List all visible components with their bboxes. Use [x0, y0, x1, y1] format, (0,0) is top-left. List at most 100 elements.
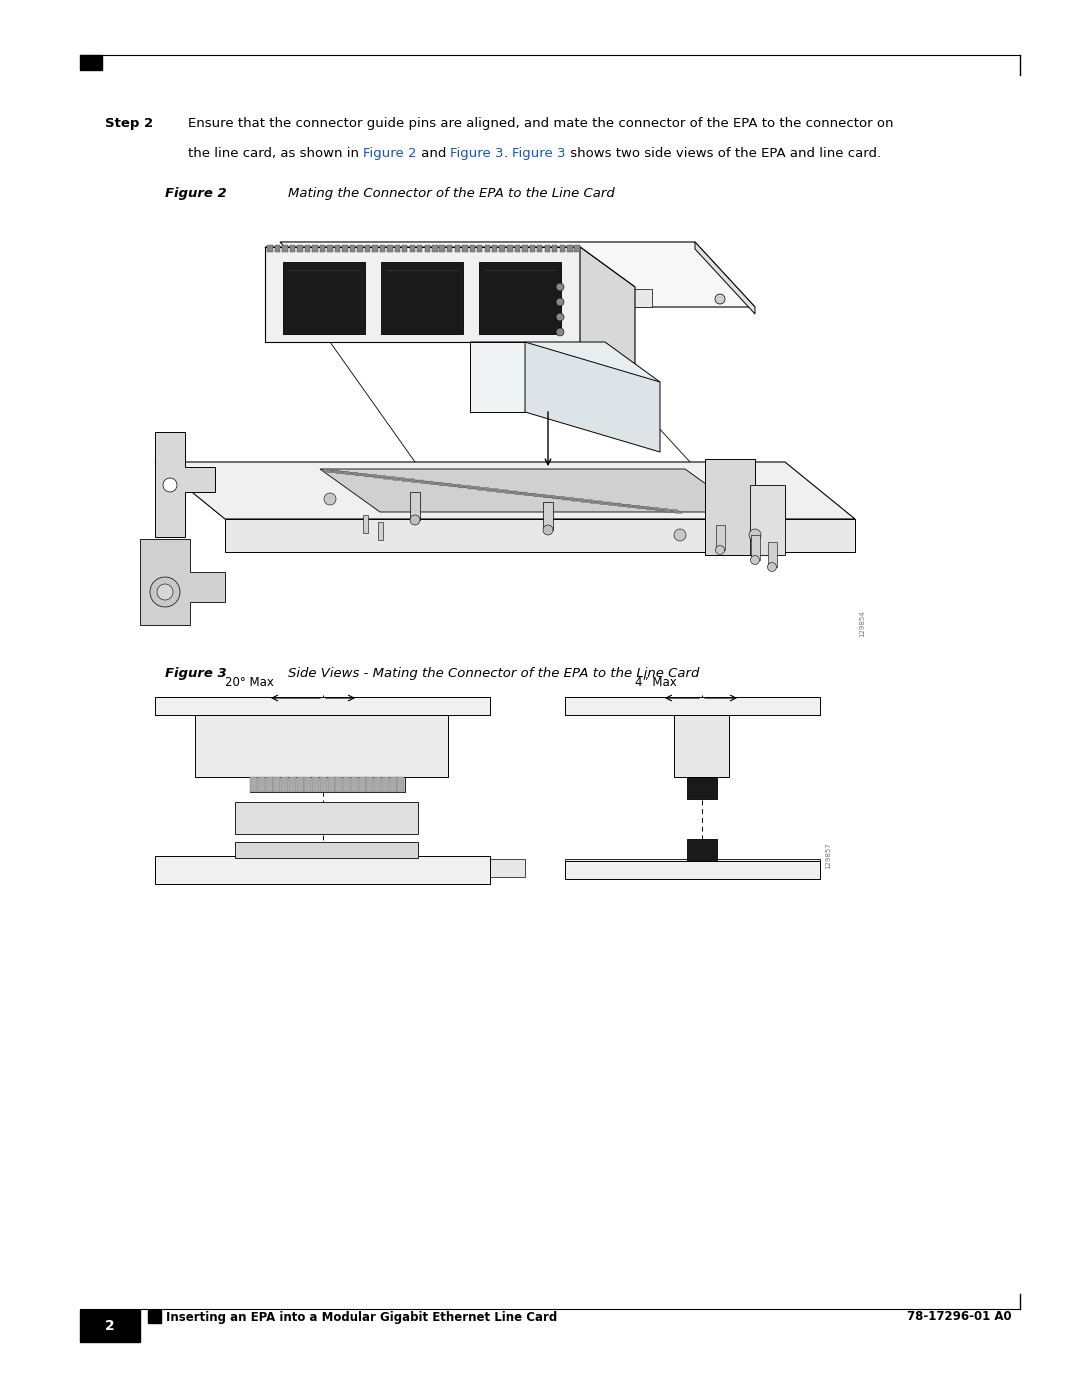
Circle shape [556, 284, 564, 291]
Polygon shape [632, 506, 645, 509]
Polygon shape [651, 507, 663, 511]
Bar [156, 697, 490, 715]
Polygon shape [642, 506, 654, 510]
Bar [165, 859, 220, 877]
Text: 20° Max: 20° Max [225, 676, 274, 689]
Circle shape [715, 545, 725, 555]
Polygon shape [305, 244, 310, 251]
Polygon shape [369, 475, 381, 478]
Bar [235, 802, 418, 834]
Bar [750, 485, 785, 555]
Circle shape [556, 313, 564, 321]
Polygon shape [342, 244, 348, 251]
Polygon shape [410, 263, 455, 292]
Text: 129857: 129857 [825, 842, 831, 869]
Text: .: . [504, 147, 512, 161]
Polygon shape [576, 499, 589, 502]
Polygon shape [630, 289, 652, 307]
Bar [381, 777, 389, 792]
Circle shape [157, 584, 173, 599]
Polygon shape [559, 244, 565, 251]
Circle shape [330, 250, 340, 260]
Polygon shape [312, 244, 318, 251]
Polygon shape [552, 244, 557, 251]
Polygon shape [225, 520, 855, 552]
Bar [687, 777, 717, 799]
Bar [249, 777, 257, 792]
Bar [359, 777, 365, 792]
Polygon shape [544, 244, 550, 251]
Polygon shape [507, 244, 513, 251]
Text: Step 2: Step 2 [105, 117, 153, 130]
Polygon shape [548, 496, 561, 499]
Bar [390, 777, 396, 792]
Bar [675, 715, 729, 777]
Text: Figure 2: Figure 2 [363, 147, 417, 161]
Polygon shape [156, 462, 855, 520]
Circle shape [768, 563, 777, 571]
Bar [327, 777, 335, 792]
Bar [281, 777, 288, 792]
Polygon shape [406, 479, 419, 482]
Polygon shape [537, 244, 542, 251]
Polygon shape [566, 497, 579, 502]
Bar [320, 777, 327, 792]
Polygon shape [327, 244, 333, 251]
Polygon shape [670, 510, 683, 513]
Polygon shape [529, 244, 535, 251]
Bar [156, 856, 490, 884]
Polygon shape [472, 486, 485, 490]
Polygon shape [514, 244, 519, 251]
Text: Side Views - Mating the Connector of the EPA to the Line Card: Side Views - Mating the Connector of the… [288, 666, 700, 680]
Polygon shape [529, 493, 541, 497]
Polygon shape [379, 244, 384, 251]
Polygon shape [470, 244, 475, 251]
Text: 78-17296-01 A0: 78-17296-01 A0 [907, 1310, 1012, 1323]
Bar [366, 777, 374, 792]
Polygon shape [282, 244, 287, 251]
Bar [312, 777, 319, 792]
Text: 4” Max: 4” Max [635, 676, 677, 689]
Polygon shape [378, 475, 391, 479]
Polygon shape [499, 244, 505, 251]
Text: Figure 3: Figure 3 [450, 147, 504, 161]
Polygon shape [575, 244, 580, 251]
Polygon shape [660, 509, 673, 513]
Polygon shape [417, 244, 422, 251]
Polygon shape [332, 471, 343, 474]
Bar [249, 777, 405, 792]
Polygon shape [530, 277, 568, 305]
Bar [397, 777, 404, 792]
Polygon shape [477, 244, 483, 251]
Polygon shape [283, 263, 365, 334]
Bar [288, 777, 296, 792]
Circle shape [150, 577, 180, 608]
Circle shape [750, 529, 761, 541]
Text: and: and [417, 147, 450, 161]
Text: Figure 3: Figure 3 [165, 666, 227, 680]
Polygon shape [470, 342, 660, 381]
Polygon shape [447, 244, 453, 251]
Circle shape [163, 478, 177, 492]
Polygon shape [557, 496, 569, 500]
Text: 129854: 129854 [859, 610, 865, 637]
Text: 2: 2 [105, 1319, 114, 1333]
Bar [374, 777, 381, 792]
Polygon shape [409, 244, 415, 251]
Polygon shape [372, 244, 378, 251]
Polygon shape [538, 495, 551, 497]
Bar [235, 842, 418, 858]
Bar [305, 777, 311, 792]
Bar [351, 777, 357, 792]
Bar [148, 1310, 161, 1323]
Bar [297, 777, 303, 792]
Circle shape [556, 298, 564, 306]
Polygon shape [525, 342, 660, 453]
Text: Ensure that the connector guide pins are aligned, and mate the connector of the : Ensure that the connector guide pins are… [188, 117, 893, 130]
Bar [410, 492, 420, 520]
Polygon shape [156, 432, 215, 536]
Polygon shape [381, 263, 463, 334]
Polygon shape [482, 488, 495, 492]
Bar [751, 535, 759, 560]
Bar [343, 777, 350, 792]
